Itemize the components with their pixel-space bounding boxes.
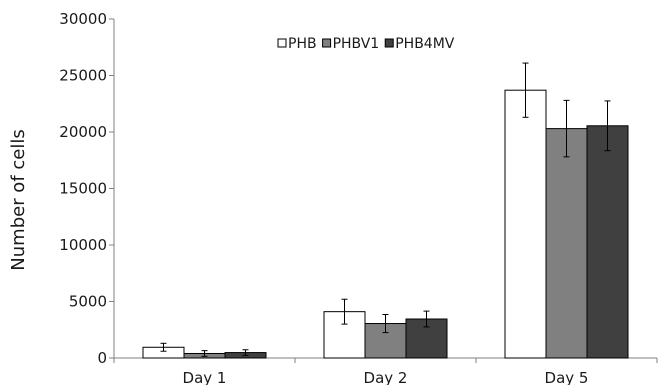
legend-swatch-phbv1 <box>322 38 332 48</box>
bar-phbv1-day-5 <box>545 128 588 359</box>
y-tick-label: 15000 <box>59 180 107 198</box>
y-tick-label: 0 <box>97 349 107 367</box>
y-tick-label: 25000 <box>59 67 107 85</box>
y-tick-label: 5000 <box>69 293 107 311</box>
x-tick-label: Day 1 <box>183 369 227 385</box>
x-tick-label: Day 5 <box>545 369 589 385</box>
y-tick-label: 20000 <box>59 123 107 141</box>
legend-label-phb4mv: PHB4MV <box>395 36 455 52</box>
x-tick-label: Day 2 <box>364 369 408 385</box>
bar-phb-day-5 <box>504 89 547 359</box>
y-tick-label: 10000 <box>59 236 107 254</box>
y-axis-title: Number of cells <box>8 129 29 270</box>
legend-swatch-phb <box>277 38 287 48</box>
bar-phb4mv-day-5 <box>586 125 629 359</box>
legend-label-phb: PHB <box>288 36 317 52</box>
legend-label-phbv1: PHBV1 <box>333 36 380 52</box>
legend-swatch-phb4mv <box>384 38 394 48</box>
y-tick-label: 30000 <box>59 10 107 28</box>
